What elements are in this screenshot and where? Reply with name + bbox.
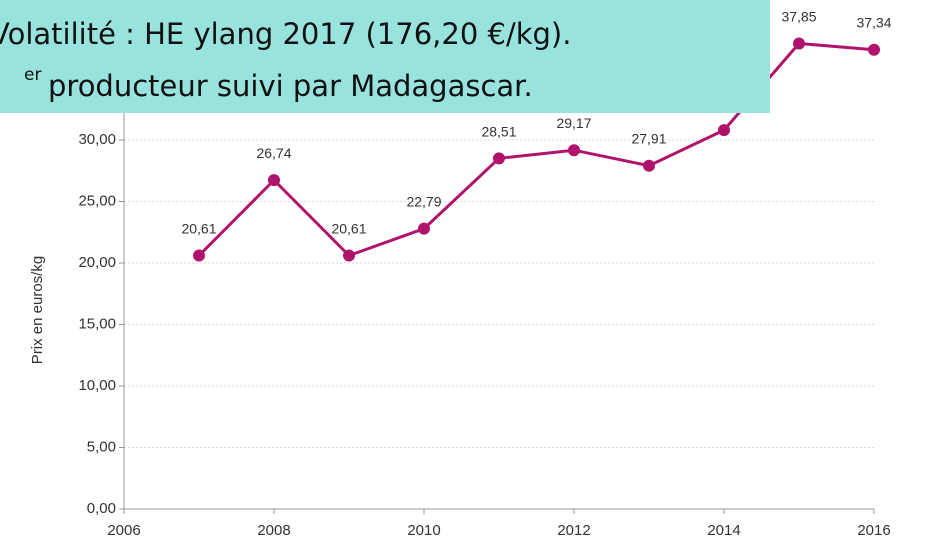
data-label: 27,91	[631, 131, 666, 147]
y-axis-label: Prix en euros/kg	[29, 256, 46, 364]
data-label: 37,85	[781, 8, 816, 24]
x-tick-label: 2008	[257, 522, 290, 539]
data-label: 29,17	[556, 115, 591, 131]
data-label: 37,34	[856, 15, 891, 31]
callout-sup: er	[24, 65, 41, 85]
data-point	[268, 174, 280, 187]
y-tick-label: 5,00	[87, 438, 116, 455]
callout-box	[0, 0, 770, 113]
data-label: 20,61	[181, 220, 216, 236]
data-point	[493, 152, 505, 165]
data-point	[343, 249, 355, 262]
y-tick-label: 25,00	[78, 192, 116, 209]
data-point	[793, 37, 805, 50]
x-tick-label: 2014	[707, 522, 740, 539]
data-point	[643, 159, 655, 172]
data-point	[568, 144, 580, 157]
y-tick-label: 15,00	[78, 315, 116, 332]
data-label: 22,79	[406, 194, 441, 210]
callout-line: Volatilité : HE ylang 2017 (176,20 €/kg)…	[0, 17, 571, 51]
y-tick-label: 20,00	[78, 254, 116, 271]
y-tick-label: 30,00	[78, 131, 116, 148]
x-tick-label: 2006	[107, 522, 140, 539]
x-tick-label: 2010	[407, 522, 440, 539]
data-point	[718, 124, 730, 137]
data-point	[868, 43, 880, 56]
data-label: 20,61	[331, 220, 366, 236]
y-tick-label: 0,00	[87, 500, 116, 517]
callout-line: producteur suivi par Madagascar.	[48, 69, 533, 103]
data-point	[418, 222, 430, 235]
x-tick-label: 2012	[557, 522, 590, 539]
y-tick-label: 10,00	[78, 377, 116, 394]
data-label: 28,51	[481, 123, 516, 139]
x-tick-label: 2016	[857, 522, 890, 539]
data-label: 26,74	[256, 145, 291, 161]
data-point	[193, 249, 205, 262]
